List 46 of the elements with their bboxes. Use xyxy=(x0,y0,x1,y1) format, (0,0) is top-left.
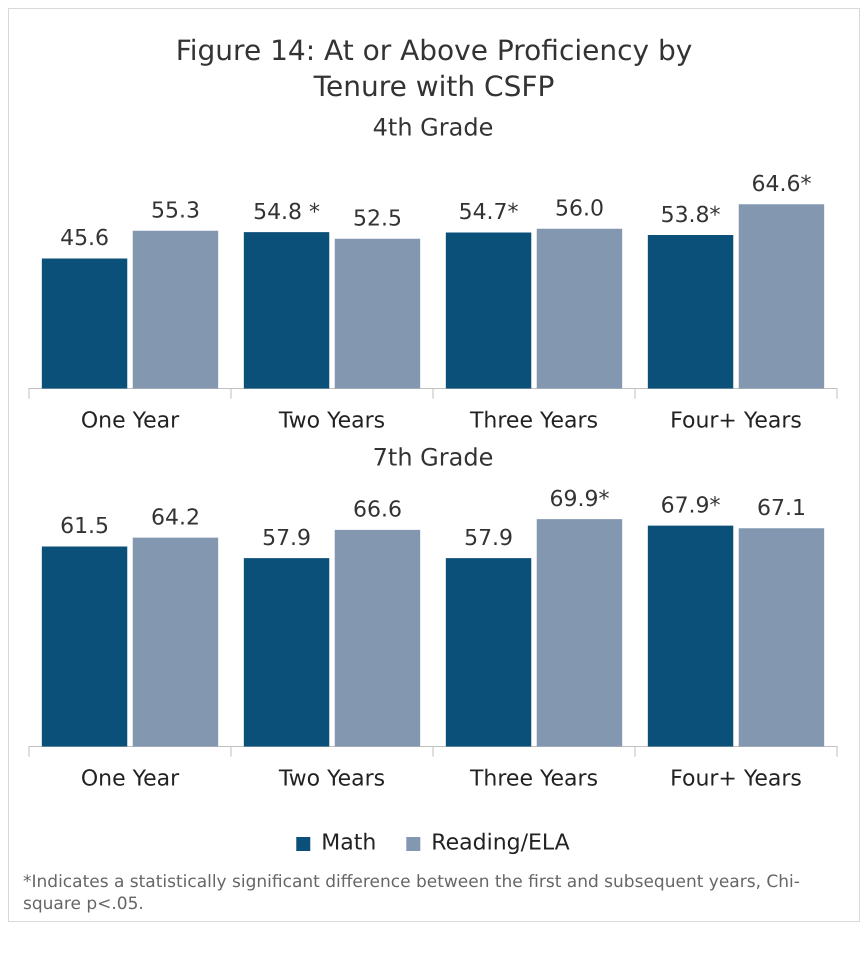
data-label: 56.0 xyxy=(554,196,604,222)
bar xyxy=(244,232,330,389)
data-label: 57.9 xyxy=(464,526,514,551)
data-label: 52.5 xyxy=(352,206,402,232)
bar xyxy=(334,530,420,747)
bar xyxy=(446,232,532,389)
bar xyxy=(738,204,824,389)
bar xyxy=(334,238,420,389)
text: *Indicates a statistically significant difference between the first and subsequent years, Chi-square p<.05. xyxy=(22,871,801,916)
data-label: 54.7* xyxy=(458,200,519,226)
data-label: 64.6* xyxy=(751,172,812,197)
chart-subtitle: 4th Grade xyxy=(372,114,494,142)
data-label: 61.5 xyxy=(60,514,110,540)
x-tick-label: Three Years xyxy=(468,766,598,792)
data-label: 45.6 xyxy=(60,226,110,252)
data-label: 55.3 xyxy=(150,198,200,224)
data-label: 53.8* xyxy=(660,202,721,228)
x-tick-label: Four+ Years xyxy=(670,408,802,434)
legend-label: Math xyxy=(321,830,376,856)
x-tick-label: Three Years xyxy=(468,408,598,434)
data-label: 64.2 xyxy=(150,505,200,530)
bar xyxy=(132,230,218,389)
data-label: 66.6 xyxy=(352,498,402,523)
x-tick-label: One Year xyxy=(80,766,180,792)
bar xyxy=(42,258,128,389)
bar xyxy=(648,526,734,747)
x-tick-label: Two Years xyxy=(278,408,386,434)
data-label: 67.1 xyxy=(756,496,806,521)
bar xyxy=(244,558,330,747)
bar xyxy=(648,235,734,389)
chart-title: 7th Grade xyxy=(372,444,494,472)
bar xyxy=(536,519,622,747)
bar xyxy=(132,538,218,747)
x-tick-label: One Year xyxy=(80,408,180,434)
bar xyxy=(536,228,622,389)
bar xyxy=(738,528,824,747)
data-label: 54.8 * xyxy=(253,200,320,225)
bar xyxy=(446,558,532,747)
legend-label: Reading/ELA xyxy=(431,830,570,856)
data-label: 67.9* xyxy=(660,493,721,518)
chart-title: Figure 14: At or Above Proficiency by Tenure with CSFP xyxy=(174,33,694,105)
x-tick-label: Two Years xyxy=(278,766,386,792)
data-label: 57.9 xyxy=(262,526,312,551)
bar xyxy=(42,546,128,747)
data-label: 69.9* xyxy=(549,486,610,512)
x-tick-label: Four+ Years xyxy=(670,766,802,792)
